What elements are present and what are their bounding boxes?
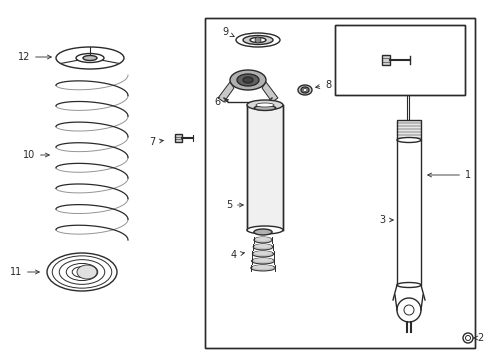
Circle shape	[404, 305, 414, 315]
Ellipse shape	[247, 226, 283, 234]
Ellipse shape	[237, 74, 259, 86]
Ellipse shape	[83, 55, 97, 60]
Ellipse shape	[397, 138, 421, 143]
Ellipse shape	[250, 37, 266, 42]
Bar	[247, 105, 283, 230]
Text: 10: 10	[23, 150, 49, 160]
Ellipse shape	[253, 244, 273, 250]
Ellipse shape	[397, 283, 421, 288]
Ellipse shape	[254, 229, 272, 235]
Ellipse shape	[243, 36, 273, 45]
Bar	[397, 120, 421, 140]
Text: 5: 5	[226, 200, 244, 210]
Text: 7: 7	[149, 137, 163, 147]
Text: 1: 1	[428, 170, 471, 180]
Circle shape	[255, 37, 261, 43]
Text: 6: 6	[214, 97, 228, 107]
Bar	[205, 18, 475, 348]
Ellipse shape	[47, 253, 117, 291]
Bar	[382, 55, 390, 65]
Ellipse shape	[255, 237, 271, 241]
Ellipse shape	[303, 89, 307, 91]
Ellipse shape	[77, 265, 97, 279]
Ellipse shape	[254, 251, 272, 255]
Ellipse shape	[252, 251, 273, 257]
Bar	[175, 134, 182, 142]
Text: 8: 8	[316, 80, 331, 90]
Text: 11: 11	[10, 267, 39, 277]
Ellipse shape	[251, 258, 274, 264]
Ellipse shape	[301, 87, 309, 93]
Bar	[335, 25, 465, 95]
Ellipse shape	[56, 47, 124, 69]
Ellipse shape	[251, 265, 275, 271]
Circle shape	[463, 333, 473, 343]
Text: 3: 3	[379, 215, 393, 225]
Ellipse shape	[253, 265, 273, 269]
Text: 4: 4	[231, 250, 245, 260]
Bar	[205, 18, 475, 348]
Polygon shape	[262, 82, 278, 102]
Ellipse shape	[253, 258, 273, 262]
Ellipse shape	[230, 70, 266, 90]
Bar	[335, 25, 465, 95]
Text: 9: 9	[222, 27, 234, 37]
Ellipse shape	[255, 244, 271, 248]
Text: 7: 7	[448, 55, 460, 65]
Text: 12: 12	[18, 52, 51, 62]
Ellipse shape	[254, 105, 276, 111]
Circle shape	[397, 298, 421, 322]
Ellipse shape	[236, 33, 280, 47]
Ellipse shape	[76, 54, 104, 63]
Ellipse shape	[254, 237, 272, 243]
Ellipse shape	[247, 100, 283, 110]
Text: 2: 2	[474, 333, 483, 343]
Ellipse shape	[243, 77, 253, 83]
Circle shape	[466, 336, 470, 341]
Ellipse shape	[298, 85, 312, 95]
Polygon shape	[218, 82, 234, 102]
Ellipse shape	[256, 103, 274, 107]
